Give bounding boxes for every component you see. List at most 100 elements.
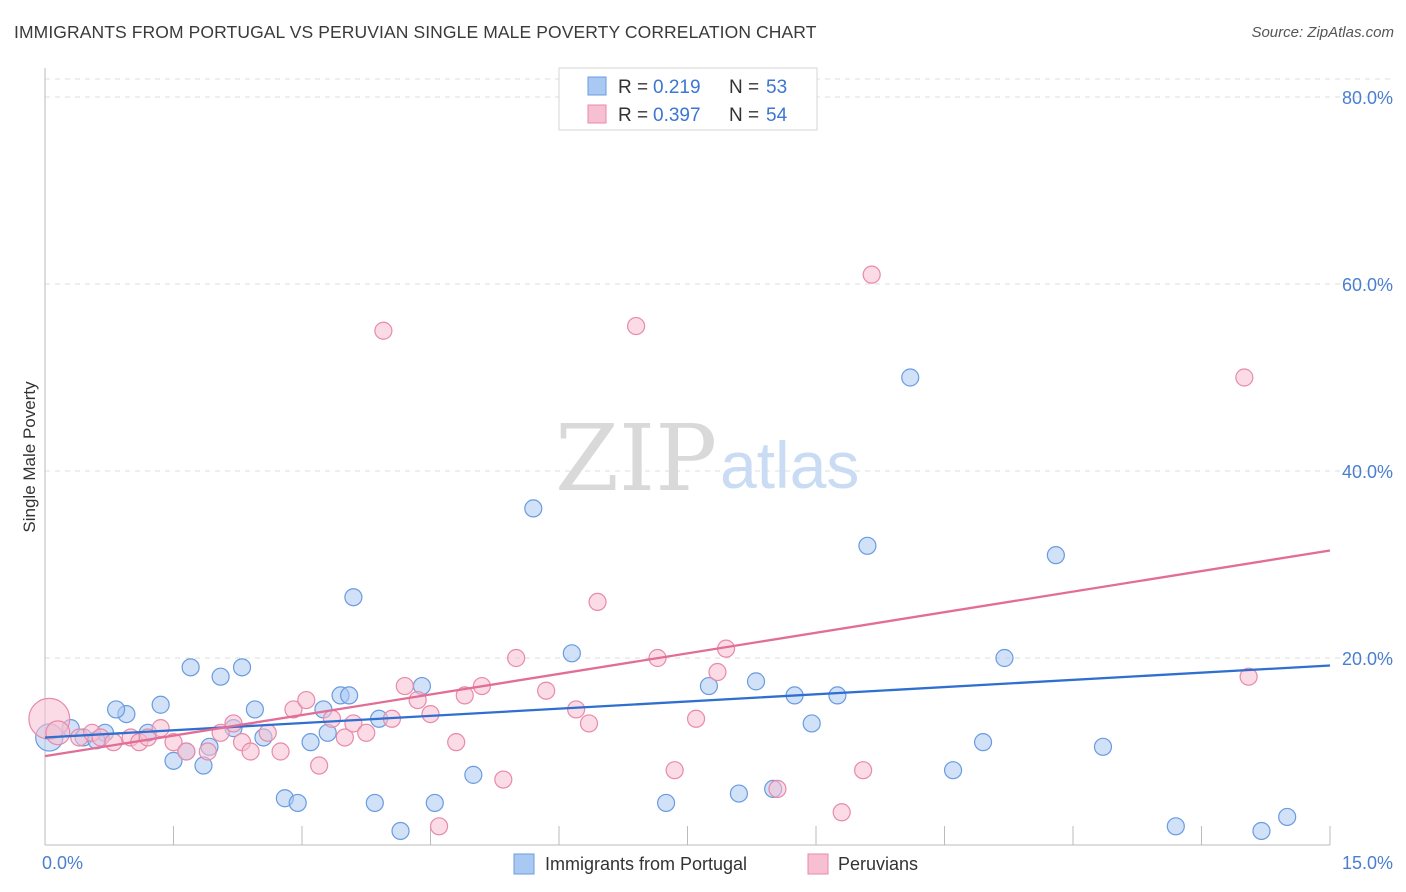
- legend-swatch: [587, 76, 607, 96]
- peruvian-point: [421, 704, 440, 724]
- portugal-point: [524, 499, 543, 518]
- portugal-point: [1252, 821, 1271, 841]
- peruvian-point: [408, 690, 427, 710]
- legend-r-label: R =: [618, 105, 648, 126]
- peruvian-point: [224, 714, 243, 733]
- portugal-point: [344, 588, 363, 607]
- portugal-point: [301, 733, 320, 752]
- peruvian-point: [1235, 368, 1254, 387]
- peruvian-point: [271, 742, 290, 761]
- legend-swatch: [587, 104, 607, 124]
- peruvian-point: [1239, 667, 1258, 686]
- portugal-point: [656, 793, 676, 813]
- peruvian-point: [854, 761, 873, 780]
- watermark-atlas: atlas: [720, 428, 859, 502]
- peruvian-point: [626, 316, 646, 336]
- tick-labels: 20.0% 40.0% 60.0% 80.0% 0.0% 15.0%: [42, 88, 1393, 873]
- legend-n-value: 53: [766, 77, 787, 98]
- portugal-point: [340, 686, 359, 705]
- y-tick-label: 20.0%: [1342, 649, 1393, 669]
- portugal-point: [901, 368, 920, 387]
- portugal-point: [181, 658, 200, 677]
- legend-r-value: 0.219: [653, 77, 701, 98]
- legend: R = 0.219 N = 53 R = 0.397 N = 54: [558, 67, 818, 131]
- peruvian-point: [164, 733, 183, 752]
- portugal-point: [245, 700, 264, 719]
- peruvian-point: [588, 592, 607, 612]
- x-tick-label-max: 15.0%: [1342, 853, 1393, 873]
- bottom-legend: Immigrants from Portugal Peruvians: [513, 853, 918, 875]
- portugal-point: [828, 686, 847, 705]
- peruvian-point: [177, 742, 196, 761]
- portugal-point: [699, 676, 719, 696]
- peruvian-point: [357, 723, 376, 742]
- portugal-point: [425, 793, 444, 813]
- watermark-zip: ZIP: [555, 405, 717, 512]
- grid: [45, 78, 1392, 659]
- y-tick-label: 80.0%: [1342, 88, 1393, 108]
- portugal-point: [107, 700, 126, 719]
- peruvian-point: [258, 723, 277, 742]
- peruvian-point: [537, 681, 556, 700]
- peruvian-point: [686, 709, 706, 728]
- bottom-legend-swatch: [807, 853, 829, 875]
- chart-title: IMMIGRANTS FROM PORTUGAL VS PERUVIAN SIN…: [14, 22, 817, 42]
- peruvian-point: [104, 733, 123, 752]
- peruvian-point: [665, 761, 684, 780]
- portugal-point: [1046, 546, 1065, 565]
- portugal-point: [562, 644, 581, 663]
- peruvian-point: [507, 648, 526, 668]
- peruvian-point: [567, 700, 586, 719]
- y-tick-label: 60.0%: [1342, 275, 1393, 295]
- legend-n-label: N =: [729, 105, 759, 126]
- portugal-point: [391, 821, 410, 841]
- bottom-legend-label: Immigrants from Portugal: [545, 854, 747, 874]
- peruvian-point: [494, 770, 513, 789]
- portugal-point: [995, 648, 1014, 668]
- legend-n-label: N =: [729, 77, 759, 98]
- peruvian-point: [447, 733, 466, 752]
- peruvian-point: [241, 742, 260, 761]
- peruvian-point: [310, 756, 329, 775]
- portugal-point: [802, 714, 821, 733]
- legend-r-value: 0.397: [653, 105, 701, 126]
- peruvian-point: [708, 662, 727, 682]
- peruvian-point: [45, 720, 71, 746]
- peruvian-point: [832, 803, 851, 822]
- portugal-point: [211, 667, 230, 686]
- portugal-point: [746, 672, 766, 691]
- portugal-point: [729, 784, 749, 803]
- bottom-legend-swatch: [513, 853, 535, 875]
- portugal-point: [164, 751, 183, 770]
- portugal-point: [973, 733, 993, 752]
- y-axis-label: Single Male Poverty: [20, 381, 39, 533]
- peruvian-point: [374, 321, 393, 340]
- portugal-point: [151, 695, 170, 714]
- peruvian-point: [455, 686, 474, 705]
- portugal-point: [1166, 817, 1185, 836]
- portugal-trend-line: [44, 664, 1331, 739]
- peruvian-point: [395, 676, 414, 696]
- source-label: Source: ZipAtlas.com: [1251, 24, 1394, 41]
- trend-lines: [44, 549, 1331, 758]
- portugal-point: [365, 793, 384, 813]
- peruvian-point: [768, 779, 787, 799]
- peruvian-point: [579, 714, 599, 733]
- x-tick-label-min: 0.0%: [42, 853, 83, 873]
- peruvian-point: [284, 700, 303, 719]
- peruvian-trend-line: [44, 549, 1331, 758]
- peruvian-point: [335, 728, 354, 747]
- portugal-point: [1278, 807, 1297, 827]
- portugal-point: [858, 536, 877, 555]
- portugal-point: [232, 658, 252, 677]
- legend-r-label: R =: [618, 77, 648, 98]
- portugal-point: [943, 761, 963, 780]
- portugal-point: [1093, 737, 1113, 756]
- portugal-point: [464, 765, 483, 784]
- peruvian-point: [151, 719, 170, 738]
- bottom-legend-label: Peruvians: [838, 854, 918, 874]
- y-tick-label: 40.0%: [1342, 462, 1393, 482]
- peruvian-point: [862, 265, 881, 284]
- legend-n-value: 54: [766, 105, 788, 126]
